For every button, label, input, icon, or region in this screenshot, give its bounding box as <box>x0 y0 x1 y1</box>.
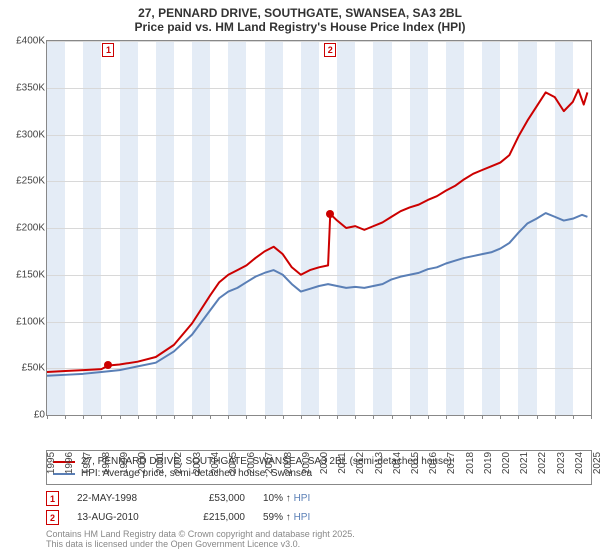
event-delta-1: 10% ↑ HPI <box>263 493 343 504</box>
hpi-word-2: HPI <box>294 512 311 523</box>
x-tick-label: 2005 <box>228 452 239 474</box>
x-tick-label: 2004 <box>210 452 221 474</box>
y-tick-label: £150K <box>3 269 45 280</box>
y-tick-label: £50K <box>3 363 45 374</box>
x-tick-label: 2018 <box>465 452 476 474</box>
x-tick-label: 2017 <box>446 452 457 474</box>
x-tick-label: 2015 <box>410 452 421 474</box>
x-tick-label: 2001 <box>155 452 166 474</box>
x-tick-label: 2006 <box>246 452 257 474</box>
x-tick-label: 1997 <box>82 452 93 474</box>
event-price-2: £215,000 <box>185 512 245 523</box>
chart-plot-area: £0£50K£100K£150K£200K£250K£300K£350K£400… <box>46 40 592 416</box>
x-tick-label: 2000 <box>137 452 148 474</box>
event-flag-1: 1 <box>102 43 114 57</box>
x-tick-label: 2022 <box>537 452 548 474</box>
event-row-2: 2 13-AUG-2010 £215,000 59% ↑ HPI <box>46 510 592 525</box>
x-tick-label: 2011 <box>337 452 348 474</box>
hpi-word-1: HPI <box>294 493 311 504</box>
event-delta-value-2: 59% ↑ <box>263 512 291 523</box>
x-tick-label: 2010 <box>319 452 330 474</box>
x-tick-label: 2025 <box>592 452 600 474</box>
footnote-line-2: This data is licensed under the Open Gov… <box>46 539 592 549</box>
event-date-1: 22-MAY-1998 <box>77 493 167 504</box>
x-tick-label: 2016 <box>428 452 439 474</box>
events-list: 1 22-MAY-1998 £53,000 10% ↑ HPI 2 13-AUG… <box>46 491 592 525</box>
y-tick-label: £100K <box>3 316 45 327</box>
y-tick-label: £0 <box>3 410 45 421</box>
title-block: 27, PENNARD DRIVE, SOUTHGATE, SWANSEA, S… <box>0 0 600 36</box>
y-tick-label: £300K <box>3 129 45 140</box>
event-delta-value-1: 10% ↑ <box>263 493 291 504</box>
x-tick-label: 1998 <box>101 452 112 474</box>
title-line-2: Price paid vs. HM Land Registry's House … <box>0 20 600 34</box>
x-tick-label: 2020 <box>501 452 512 474</box>
x-tick-label: 2003 <box>192 452 203 474</box>
chart-svg <box>47 41 591 415</box>
series-line-hpi <box>47 213 587 376</box>
x-tick-label: 2023 <box>556 452 567 474</box>
x-tick-label: 2002 <box>173 452 184 474</box>
y-tick-label: £200K <box>3 223 45 234</box>
event-price-1: £53,000 <box>185 493 245 504</box>
event-row-1: 1 22-MAY-1998 £53,000 10% ↑ HPI <box>46 491 592 506</box>
x-tick-label: 1996 <box>64 452 75 474</box>
x-tick-label: 1995 <box>46 452 57 474</box>
event-marker-1: 1 <box>46 491 59 506</box>
x-tick-label: 2021 <box>519 452 530 474</box>
event-date-2: 13-AUG-2010 <box>77 512 167 523</box>
x-axis-labels: 1995199619971998199920002001200220032004… <box>46 416 592 446</box>
footnote: Contains HM Land Registry data © Crown c… <box>46 529 592 549</box>
x-tick-label: 2012 <box>355 452 366 474</box>
event-dot-2 <box>326 210 334 218</box>
x-tick-label: 2024 <box>574 452 585 474</box>
x-tick-label: 2014 <box>392 452 403 474</box>
x-tick-label: 1999 <box>119 452 130 474</box>
x-tick-label: 2009 <box>301 452 312 474</box>
footnote-line-1: Contains HM Land Registry data © Crown c… <box>46 529 592 539</box>
event-marker-2: 2 <box>46 510 59 525</box>
y-tick-label: £350K <box>3 82 45 93</box>
series-line-price <box>47 90 587 372</box>
event-flag-2: 2 <box>324 43 336 57</box>
y-tick-label: £400K <box>3 36 45 47</box>
y-tick-label: £250K <box>3 176 45 187</box>
x-tick-label: 2007 <box>264 452 275 474</box>
event-dot-1 <box>104 361 112 369</box>
x-tick-label: 2013 <box>374 452 385 474</box>
event-delta-2: 59% ↑ HPI <box>263 512 343 523</box>
x-tick-label: 2008 <box>283 452 294 474</box>
title-line-1: 27, PENNARD DRIVE, SOUTHGATE, SWANSEA, S… <box>0 6 600 20</box>
x-tick-label: 2019 <box>483 452 494 474</box>
chart-container: 27, PENNARD DRIVE, SOUTHGATE, SWANSEA, S… <box>0 0 600 560</box>
